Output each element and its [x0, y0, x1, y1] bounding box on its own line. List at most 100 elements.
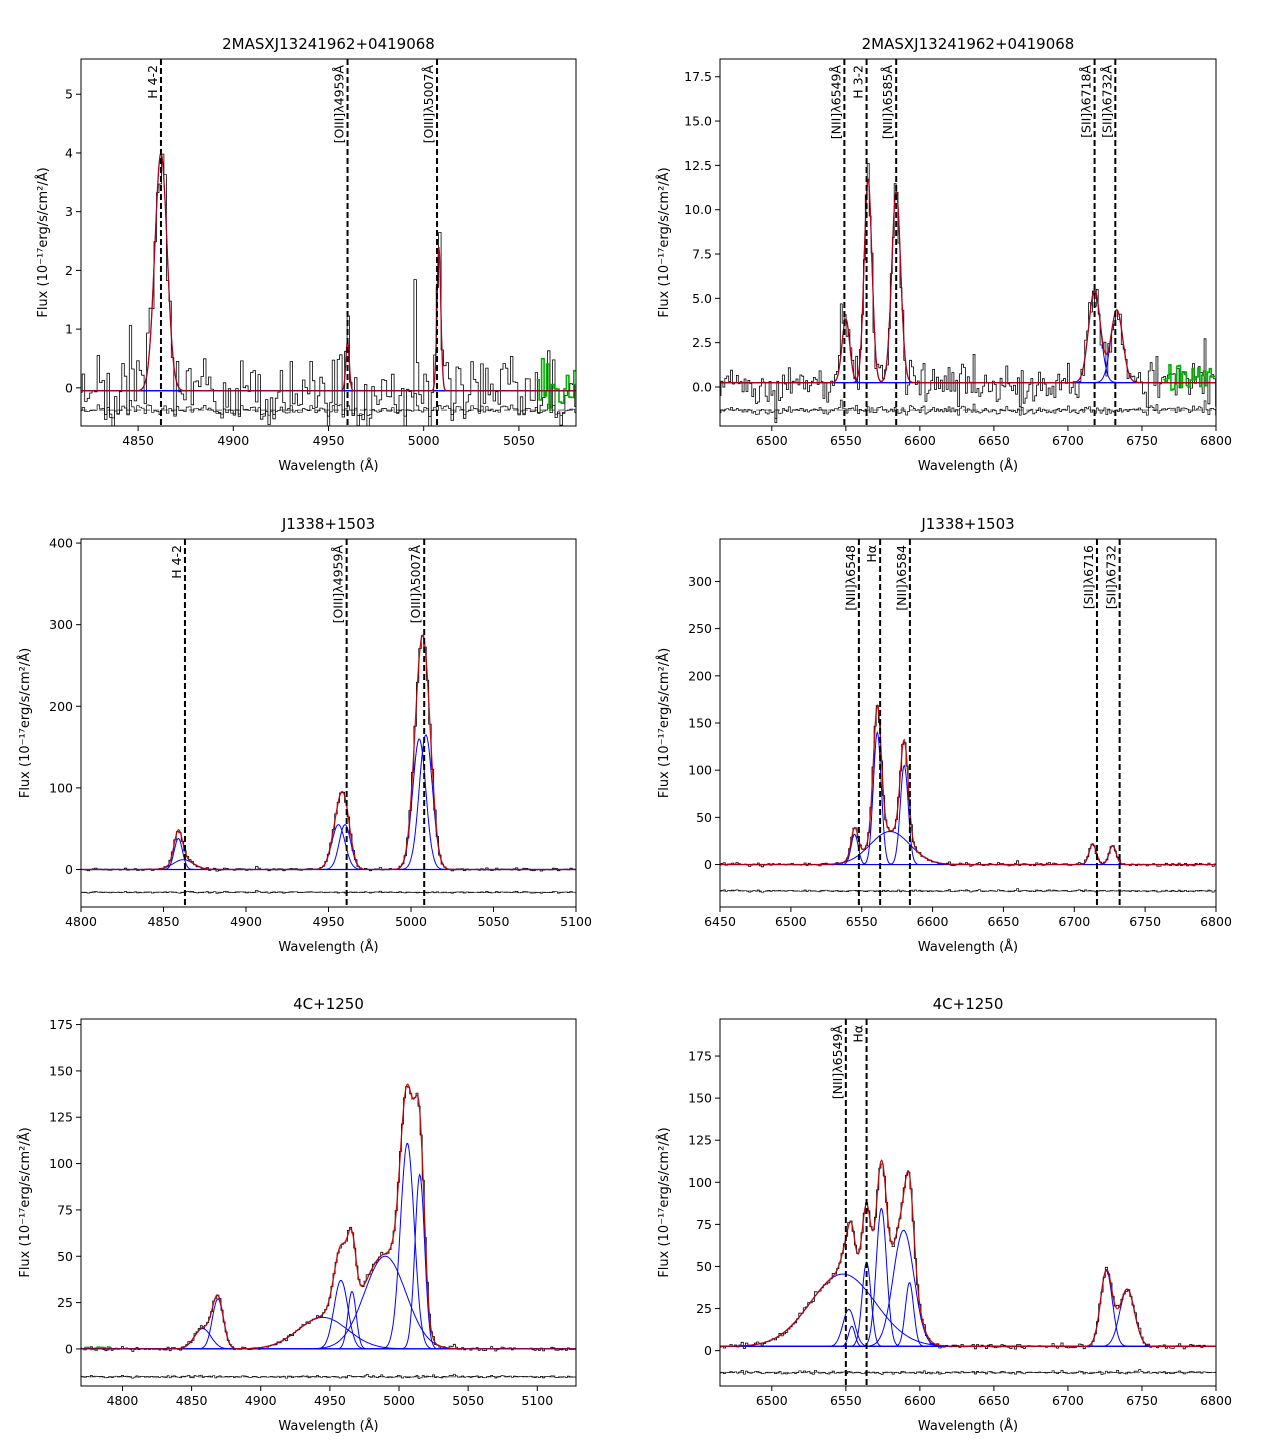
plot-area — [81, 1083, 576, 1379]
y-tick-label: 50 — [57, 1249, 73, 1264]
x-tick-label: 6550 — [830, 1393, 862, 1408]
plot-area — [720, 163, 1216, 423]
gaussian-component — [720, 833, 1216, 865]
gaussian-component — [81, 1290, 576, 1350]
gaussian-component — [81, 824, 576, 870]
y-axis-label: Flux (10⁻¹⁷erg/s/cm²/Å) — [35, 167, 51, 317]
y-tick-label: 150 — [49, 1063, 73, 1078]
panel-p5: 4C+1250 Wavelength (Å) Flux (10⁻¹⁷erg/s/cm… — [17, 995, 577, 1434]
axes-frame — [80, 58, 577, 427]
y-tick-label: 1 — [65, 322, 73, 337]
y-tick-label: 25 — [696, 1301, 712, 1316]
y-tick-label: 75 — [696, 1217, 712, 1232]
y-tick-label: 250 — [688, 621, 712, 636]
line-marker-label: [OIII]λ5007Å — [421, 65, 436, 144]
observed-spectrum — [720, 1163, 1216, 1350]
gaussian-component — [720, 289, 1216, 384]
x-tick-label: 4950 — [313, 914, 345, 929]
y-tick-label: 0 — [704, 857, 712, 872]
x-tick-label: 5000 — [395, 914, 427, 929]
line-marker-label: [NII]λ6584 — [894, 545, 909, 611]
x-tick-label: 5000 — [383, 1393, 415, 1408]
chart-title: J1338+1503 — [281, 515, 375, 533]
axes-frame — [719, 538, 1217, 908]
x-tick-label: 4950 — [314, 1393, 346, 1408]
y-tick-label: 0 — [704, 1343, 712, 1358]
line-marker-label: [SII]λ6716 — [1081, 545, 1096, 609]
y-tick-label: 4 — [65, 145, 73, 160]
axes-frame — [719, 58, 1217, 427]
y-tick-label: 100 — [49, 1156, 73, 1171]
x-tick-label: 4800 — [65, 914, 97, 929]
y-tick-label: 3 — [65, 204, 73, 219]
y-tick-label: 400 — [49, 536, 73, 551]
line-marker-label: [NII]λ6585Å — [880, 65, 895, 140]
x-tick-label: 6750 — [1129, 914, 1161, 929]
x-tick-label: 6550 — [830, 433, 862, 448]
observed-spectrum — [81, 153, 576, 426]
y-tick-label: 7.5 — [692, 247, 712, 262]
x-tick-label: 6750 — [1126, 1393, 1158, 1408]
y-axis-label: Flux (10⁻¹⁷erg/s/cm²/Å) — [17, 1127, 33, 1277]
y-tick-label: 5.0 — [692, 291, 712, 306]
y-tick-label: 12.5 — [684, 158, 712, 173]
line-marker-label: Hα — [851, 1025, 866, 1043]
x-tick-label: 5100 — [560, 914, 592, 929]
x-tick-label: 4900 — [230, 914, 262, 929]
panel-p1: 2MASXJ13241962+0419068 Wavelength (Å) Flux… — [35, 35, 577, 474]
line-marker-label: [OIII]λ5007Å — [408, 545, 423, 624]
y-tick-label: 100 — [688, 763, 712, 778]
observed-spectrum — [81, 635, 576, 872]
plot-area — [720, 1159, 1216, 1375]
masked-spectrum — [536, 357, 576, 410]
gaussian-component — [81, 340, 576, 392]
x-tick-label: 6500 — [756, 1393, 788, 1408]
x-axis-label: Wavelength (Å) — [918, 1418, 1018, 1434]
x-tick-label: 5100 — [521, 1393, 553, 1408]
panel-p2: 2MASXJ13241962+0419068 Wavelength (Å) Flux… — [656, 35, 1232, 474]
gaussian-component — [81, 1279, 576, 1350]
x-tick-label: 4850 — [122, 433, 154, 448]
x-tick-label: 6600 — [917, 914, 949, 929]
line-marker-label: [NII]λ6548 — [843, 545, 858, 611]
gaussian-component — [81, 1298, 576, 1350]
x-tick-label: 4900 — [245, 1393, 277, 1408]
x-tick-label: 6550 — [846, 914, 878, 929]
line-marker-label: [OIII]λ4959Å — [331, 545, 346, 624]
y-tick-label: 50 — [696, 1259, 712, 1274]
x-axis-label: Wavelength (Å) — [278, 458, 378, 474]
residual-spectrum — [81, 393, 576, 419]
x-tick-label: 6800 — [1200, 1393, 1232, 1408]
y-tick-label: 100 — [49, 780, 73, 795]
panel-p4: J1338+1503 Wavelength (Å) Flux (10⁻¹⁷erg/s… — [656, 515, 1232, 955]
gaussian-component — [81, 824, 576, 870]
gaussian-component — [81, 734, 576, 870]
gaussian-component — [720, 190, 1216, 384]
x-axis-label: Wavelength (Å) — [278, 1418, 378, 1434]
y-tick-label: 0 — [65, 862, 73, 877]
chart-title: 2MASXJ13241962+0419068 — [862, 35, 1075, 53]
x-tick-label: 4850 — [176, 1393, 208, 1408]
residual-spectrum — [81, 890, 576, 894]
gaussian-component — [720, 764, 1216, 865]
y-tick-label: 25 — [57, 1295, 73, 1310]
panel-p6: 4C+1250 Wavelength (Å) Flux (10⁻¹⁷erg/s/cm… — [656, 995, 1232, 1434]
axes-frame — [80, 538, 577, 908]
total-fit — [81, 151, 576, 392]
line-marker-label: [SII]λ6718Å — [1079, 65, 1094, 138]
residual-spectrum — [720, 1369, 1216, 1375]
line-marker-label: Hα — [864, 545, 879, 563]
panel-p3: J1338+1503 Wavelength (Å) Flux (10⁻¹⁷erg/s… — [17, 515, 592, 955]
gaussian-component — [81, 1327, 576, 1350]
observed-spectrum — [81, 1086, 576, 1352]
y-tick-label: 2 — [65, 263, 73, 278]
y-tick-label: 300 — [49, 617, 73, 632]
x-tick-label: 5050 — [478, 914, 510, 929]
gaussian-component — [720, 843, 1216, 865]
x-tick-label: 5050 — [503, 433, 535, 448]
y-tick-label: 125 — [49, 1110, 73, 1125]
gaussian-component — [81, 1316, 576, 1350]
x-tick-label: 6800 — [1200, 914, 1232, 929]
x-tick-label: 6650 — [978, 433, 1010, 448]
x-tick-label: 4850 — [148, 914, 180, 929]
